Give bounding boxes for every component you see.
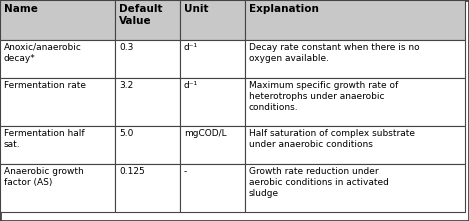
Text: Anoxic/anaerobic
decay*: Anoxic/anaerobic decay* bbox=[4, 43, 82, 63]
Bar bbox=[115, 40, 180, 78]
Bar bbox=[180, 0, 245, 40]
Bar bbox=[180, 164, 245, 212]
Bar bbox=[245, 164, 465, 212]
Bar bbox=[0, 40, 115, 78]
Text: 3.2: 3.2 bbox=[119, 81, 133, 90]
Text: mgCOD/L: mgCOD/L bbox=[184, 129, 227, 138]
Text: 0.125: 0.125 bbox=[119, 167, 145, 176]
Bar bbox=[115, 126, 180, 164]
Bar bbox=[0, 126, 115, 164]
Text: d⁻¹: d⁻¹ bbox=[184, 81, 198, 90]
Text: Fermentation half
sat.: Fermentation half sat. bbox=[4, 129, 84, 149]
Bar bbox=[0, 78, 115, 126]
Bar bbox=[180, 126, 245, 164]
Bar bbox=[115, 0, 180, 40]
Bar bbox=[0, 164, 115, 212]
Bar bbox=[115, 164, 180, 212]
Text: Fermentation rate: Fermentation rate bbox=[4, 81, 86, 90]
Text: Maximum specific growth rate of
heterotrophs under anaerobic
conditions.: Maximum specific growth rate of heterotr… bbox=[249, 81, 398, 112]
Bar bbox=[0, 0, 115, 40]
Text: Half saturation of complex substrate
under anaerobic conditions: Half saturation of complex substrate und… bbox=[249, 129, 415, 149]
Bar bbox=[245, 40, 465, 78]
Text: Default
Value: Default Value bbox=[119, 4, 162, 26]
Text: Growth rate reduction under
aerobic conditions in activated
sludge: Growth rate reduction under aerobic cond… bbox=[249, 167, 389, 198]
Text: Explanation: Explanation bbox=[249, 4, 319, 14]
Text: 5.0: 5.0 bbox=[119, 129, 133, 138]
Text: d⁻¹: d⁻¹ bbox=[184, 43, 198, 52]
Text: Name: Name bbox=[4, 4, 38, 14]
Text: 0.3: 0.3 bbox=[119, 43, 133, 52]
Bar bbox=[245, 126, 465, 164]
Text: -: - bbox=[184, 167, 187, 176]
Bar bbox=[180, 78, 245, 126]
Bar bbox=[245, 78, 465, 126]
Text: Anaerobic growth
factor (AS): Anaerobic growth factor (AS) bbox=[4, 167, 84, 187]
Bar bbox=[180, 40, 245, 78]
Text: Unit: Unit bbox=[184, 4, 209, 14]
Text: Decay rate constant when there is no
oxygen available.: Decay rate constant when there is no oxy… bbox=[249, 43, 420, 63]
Bar bbox=[115, 78, 180, 126]
Bar bbox=[245, 0, 465, 40]
